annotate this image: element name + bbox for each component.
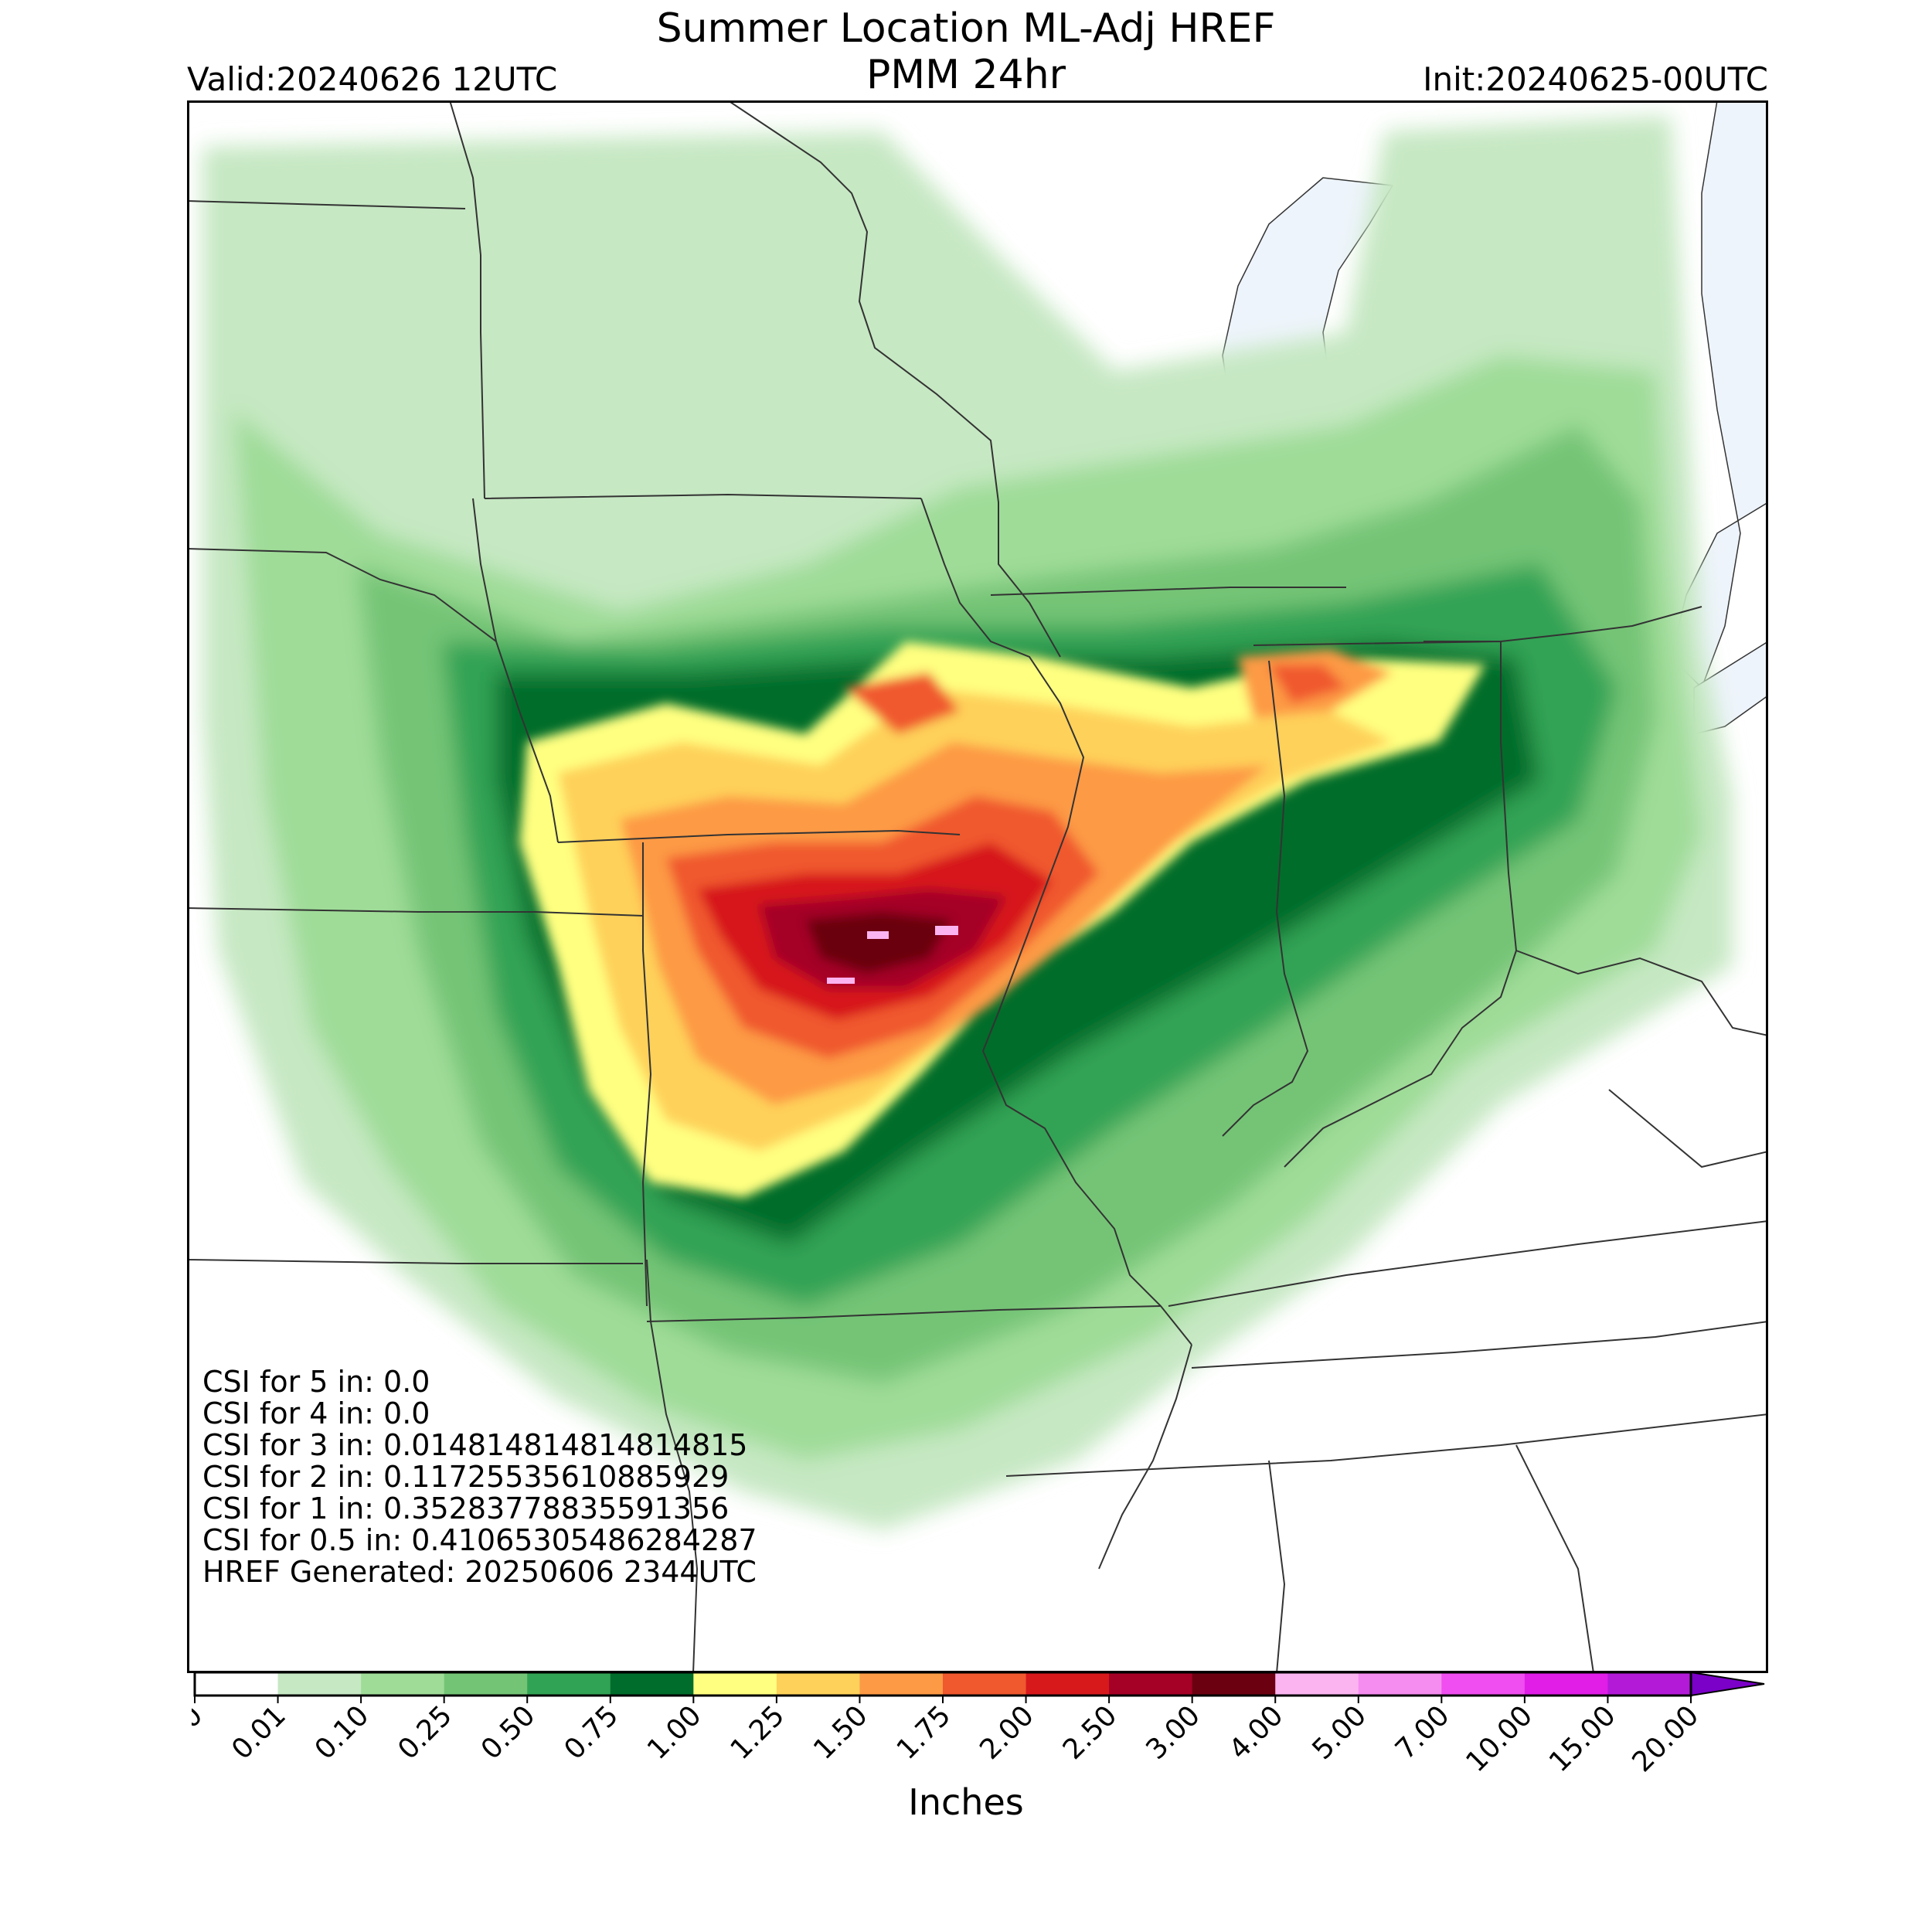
colorbar-swatch xyxy=(693,1672,777,1696)
colorbar-tick-label: 1.00 xyxy=(641,1699,708,1766)
colorbar-swatch xyxy=(1275,1672,1359,1696)
colorbar-swatch xyxy=(1192,1672,1276,1696)
colorbar: 0.00 0.01 0.10 0.25 0.50 0.75 1.00 1.25 1.50 1.75… xyxy=(192,1671,1765,1778)
colorbar-tick-label: 0.50 xyxy=(475,1699,542,1766)
init-time: Init:20240625-00UTC xyxy=(1423,60,1768,98)
colorbar-tick-label: 0.75 xyxy=(558,1699,624,1766)
colorbar-swatch xyxy=(444,1672,528,1696)
colorbar-swatch xyxy=(527,1672,611,1696)
colorbar-swatch xyxy=(1441,1672,1526,1696)
colorbar-swatch xyxy=(859,1672,944,1696)
colorbar-tick-label: 0.00 xyxy=(192,1699,209,1766)
colorbar-tick-label: 1.75 xyxy=(891,1699,957,1766)
colorbar-tick-label: 1.25 xyxy=(725,1699,791,1766)
csi-2in: CSI for 2 in: 0.11725535610885929 xyxy=(202,1460,730,1494)
csi-3in: CSI for 3 in: 0.014814814814814815 xyxy=(202,1428,748,1462)
colorbar-swatch xyxy=(1524,1672,1608,1696)
csi-4in: CSI for 4 in: 0.0 xyxy=(202,1396,430,1430)
colorbar-swatch xyxy=(1026,1672,1110,1696)
colorbar-tick-label: 0.25 xyxy=(392,1699,458,1766)
csi-5in: CSI for 5 in: 0.0 xyxy=(202,1365,430,1399)
colorbar-swatch xyxy=(1607,1672,1692,1696)
colorbar-swatch xyxy=(610,1672,694,1696)
valid-time: Valid:20240626 12UTC xyxy=(187,60,558,98)
colorbar-swatch xyxy=(776,1672,860,1696)
href-generated: HREF Generated: 20250606 2344UTC xyxy=(202,1555,757,1589)
csi-0-5in: CSI for 0.5 in: 0.41065305486284287 xyxy=(202,1523,757,1557)
colorbar-tick-label: 2.50 xyxy=(1057,1699,1124,1766)
colorbar-tick-label: 20.00 xyxy=(1626,1699,1705,1778)
colorbar-extend-arrow xyxy=(1690,1671,1765,1697)
colorbar-swatch xyxy=(943,1672,1027,1696)
colorbar-tick-label: 1.50 xyxy=(808,1699,874,1766)
precipitation-field xyxy=(202,116,1733,1530)
colorbar-tick-label: 10.00 xyxy=(1460,1699,1539,1778)
colorbar-tick-label: 3.00 xyxy=(1140,1699,1206,1766)
colorbar-swatch xyxy=(361,1672,445,1696)
colorbar-label: Inches xyxy=(908,1781,1024,1823)
colorbar-tick-label: 15.00 xyxy=(1543,1699,1622,1778)
map-title: Summer Location ML-Adj HREF xyxy=(656,5,1276,52)
colorbar-tick-label: 7.00 xyxy=(1389,1699,1456,1766)
colorbar-swatch xyxy=(195,1672,279,1696)
colorbar-tick-label: 5.00 xyxy=(1306,1699,1372,1766)
colorbar-swatch xyxy=(277,1672,362,1696)
colorbar-swatch xyxy=(1109,1672,1193,1696)
csi-1in: CSI for 1 in: 0.35283778835591356 xyxy=(202,1492,730,1526)
colorbar-tick-label: 2.00 xyxy=(974,1699,1040,1766)
csi-stats: CSI for 5 in: 0.0 CSI for 4 in: 0.0 CSI … xyxy=(202,1366,757,1588)
colorbar-tick-label: 0.10 xyxy=(309,1699,376,1766)
precipitation-map xyxy=(187,100,1768,1673)
map-subtitle: PMM 24hr xyxy=(866,52,1066,98)
colorbar-swatch xyxy=(1358,1672,1442,1696)
colorbar-tick-label: 4.00 xyxy=(1223,1699,1290,1766)
colorbar-tick-label: 0.01 xyxy=(226,1699,292,1766)
state-boundaries xyxy=(187,100,1768,1673)
